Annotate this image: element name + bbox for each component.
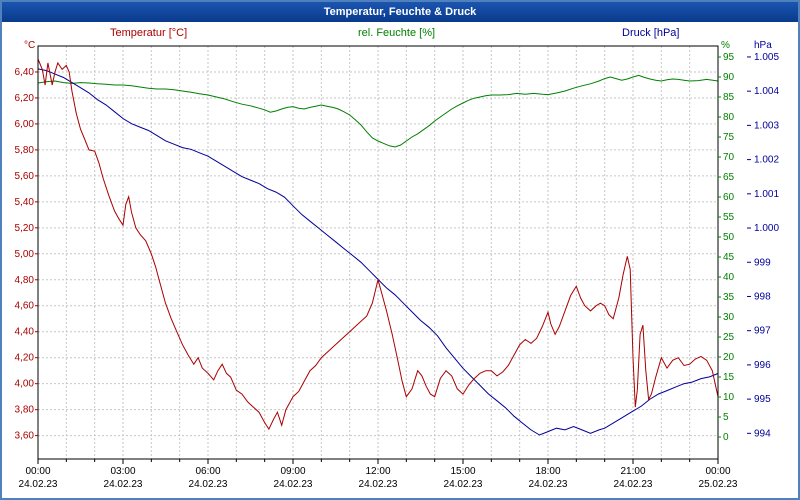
temperature-tick-label: 4,00: [15, 379, 35, 390]
humidity-tick-label: 40: [723, 272, 735, 283]
temperature-tick-label: 5,80: [15, 145, 35, 156]
temperature-tick-label: 6,20: [15, 93, 35, 104]
humidity-tick-label: 5: [723, 412, 729, 423]
temperature-tick-label: 4,60: [15, 301, 35, 312]
title-bar: Temperatur, Feuchte & Druck: [2, 2, 798, 22]
x-time-label: 09:00: [280, 466, 305, 477]
temperature-tick-label: 6,40: [15, 67, 35, 78]
temperature-tick-label: 4,40: [15, 327, 35, 338]
series-humidity-line: [37, 74, 719, 148]
humidity-tick-label: 60: [723, 192, 735, 203]
humidity-tick-label: 85: [723, 92, 735, 103]
x-time-label: 15:00: [450, 466, 475, 477]
humidity-tick-label: 55: [723, 212, 735, 223]
gridlines: [38, 46, 718, 459]
pressure-axis-unit: hPa: [754, 40, 772, 51]
x-date-label: 24.02.23: [614, 479, 653, 490]
humidity-tick-label: 75: [723, 132, 735, 143]
pressure-tick-label: 999: [754, 257, 771, 268]
legend-temperature: Temperatur [°C]: [110, 27, 188, 39]
x-date-label: 24.02.23: [189, 479, 228, 490]
humidity-tick-label: 15: [723, 372, 735, 383]
x-time-label: 21:00: [620, 466, 645, 477]
pressure-tick-label: 997: [754, 326, 771, 337]
humidity-tick-label: 10: [723, 392, 735, 403]
humidity-tick-label: 30: [723, 312, 735, 323]
x-date-label: 24.02.23: [104, 479, 143, 490]
pressure-tick-label: 998: [754, 291, 771, 302]
pressure-tick-label: 1.003: [754, 120, 779, 131]
humidity-tick-label: 90: [723, 72, 735, 83]
humidity-tick-label: 95: [723, 52, 735, 63]
pressure-tick-label: 1.001: [754, 189, 779, 200]
humidity-tick-label: 0: [723, 432, 729, 443]
temperature-tick-label: 3,60: [15, 431, 35, 442]
pressure-tick-label: 995: [754, 394, 771, 405]
temperature-tick-label: 4,20: [15, 353, 35, 364]
humidity-tick-label: 25: [723, 332, 735, 343]
x-date-label: 24.02.23: [274, 479, 313, 490]
temperature-tick-label: 5,60: [15, 171, 35, 182]
x-date-label: 24.02.23: [529, 479, 568, 490]
x-time-label: 12:00: [365, 466, 390, 477]
legend-humidity: rel. Feuchte [%]: [358, 27, 436, 39]
legend-pressure: Druck [hPa]: [622, 27, 680, 39]
x-time-label: 00:00: [25, 466, 50, 477]
chart-area: Temperatur [°C] rel. Feuchte [%] Druck […: [2, 22, 798, 498]
x-date-label: 24.02.23: [444, 479, 483, 490]
temperature-tick-label: 5,00: [15, 249, 35, 260]
x-date-label: 24.02.23: [19, 479, 58, 490]
pressure-tick-label: 1.002: [754, 155, 779, 166]
temperature-tick-label: 6,00: [15, 119, 35, 130]
humidity-tick-label: 50: [723, 232, 735, 243]
temperature-axis-unit: °C: [24, 40, 36, 51]
x-time-label: 00:00: [705, 466, 730, 477]
x-time-label: 03:00: [110, 466, 135, 477]
temperature-tick-label: 4,80: [15, 275, 35, 286]
pressure-axis: 1.005 1.004 1.003 1.002 1.001 1.000 999 998 997 9…: [754, 52, 779, 439]
humidity-axis-unit: %: [721, 40, 730, 51]
temperature-tick-label: 5,20: [15, 223, 35, 234]
pressure-tick-label: 1.005: [754, 52, 779, 63]
temperature-tick-label: 5,40: [15, 197, 35, 208]
humidity-tick-label: 35: [723, 292, 735, 303]
temperature-tick-label: 3,80: [15, 405, 35, 416]
humidity-tick-label: 65: [723, 172, 735, 183]
humidity-tick-label: 45: [723, 252, 735, 263]
pressure-tick-label: 1.000: [754, 223, 779, 234]
pressure-tick-label: 996: [754, 360, 771, 371]
pressure-tick-label: 1.004: [754, 86, 779, 97]
temperature-axis: 6,40 6,20 6,00 5,80 5,60 5,40 5,20 5,00 4,80 4,60…: [15, 67, 35, 442]
x-date-label: 25.02.23: [699, 479, 738, 490]
x-time-label: 06:00: [195, 466, 220, 477]
humidity-tick-label: 80: [723, 112, 735, 123]
series-temperature-line: [37, 58, 719, 431]
x-axis: 00:00 24.02.23 03:00 24.02.23 06:00 24.02.23 0…: [19, 459, 738, 490]
window-title: Temperatur, Feuchte & Druck: [323, 6, 477, 18]
humidity-tick-label: 70: [723, 152, 735, 163]
pressure-tick-label: 994: [754, 428, 771, 439]
x-date-label: 24.02.23: [359, 479, 398, 490]
humidity-tick-label: 20: [723, 352, 735, 363]
chart-canvas: 6,40 6,20 6,00 5,80 5,60 5,40 5,20 5,00 4,80 4,60…: [15, 45, 779, 490]
x-time-label: 18:00: [535, 466, 560, 477]
